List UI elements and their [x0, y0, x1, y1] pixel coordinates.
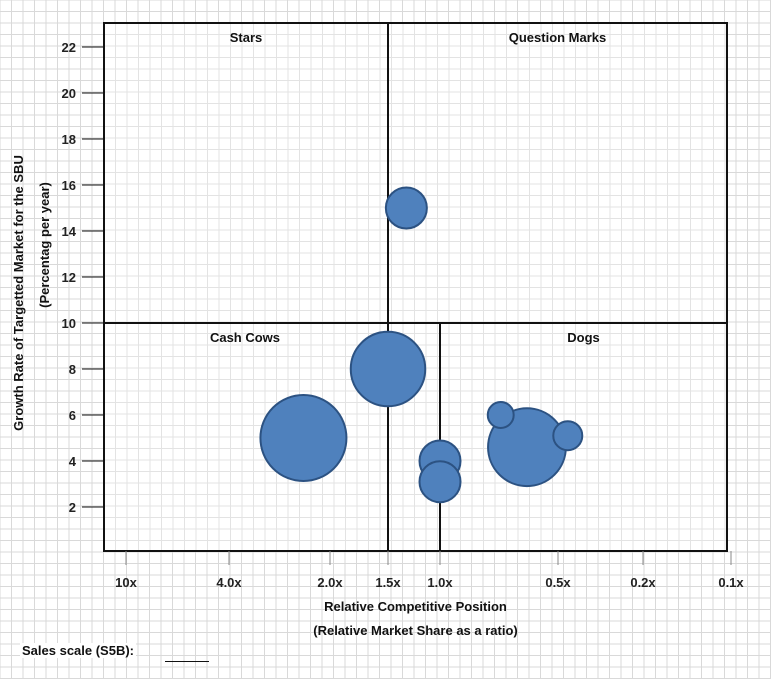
bubble	[349, 330, 427, 408]
bubble	[418, 460, 462, 504]
y-tick-label: 4	[69, 454, 77, 469]
quadrant-label-question-marks: Question Marks	[509, 30, 607, 45]
sales-scale-label: Sales scale (S5B):	[20, 643, 137, 658]
y-tick-label: 22	[62, 40, 76, 55]
y-axis-subtitle: (Percentag per year)	[37, 182, 52, 308]
y-tick-label: 2	[69, 500, 76, 515]
y-tick-label: 20	[62, 86, 76, 101]
x-tick-label: 0.2x	[630, 575, 656, 590]
y-tick-label: 12	[62, 270, 76, 285]
x-axis-subtitle: (Relative Market Share as a ratio)	[313, 623, 517, 638]
y-axis-title: Growth Rate of Targetted Market for the …	[11, 155, 26, 431]
y-axis-ticks: 2 4 6 8 10 12 14 16 18 20 22	[62, 40, 104, 515]
x-tick-label: 10x	[115, 575, 137, 590]
y-tick-label: 18	[62, 132, 76, 147]
y-tick-label: 14	[62, 224, 77, 239]
quadrant-label-stars: Stars	[230, 30, 263, 45]
chart-labels: Stars Question Marks Cash Cows Dogs Rela…	[11, 30, 606, 638]
x-axis-title: Relative Competitive Position	[324, 599, 507, 614]
x-tick-label: 0.5x	[545, 575, 571, 590]
y-tick-label: 6	[69, 408, 76, 423]
plot-frame	[103, 22, 728, 552]
quadrant-label-cash-cows: Cash Cows	[210, 330, 280, 345]
sales-scale-line	[165, 661, 209, 662]
quadrant-label-dogs: Dogs	[567, 330, 600, 345]
x-axis-ticks: 10x 4.0x 2.0x 1.5x 1.0x 0.5x 0.2x 0.1x	[115, 551, 744, 590]
x-tick-label: 0.1x	[718, 575, 744, 590]
bubble	[486, 401, 515, 429]
x-tick-label: 4.0x	[216, 575, 242, 590]
plot-gridlines	[103, 22, 727, 551]
x-tick-label: 1.5x	[375, 575, 401, 590]
y-tick-label: 10	[62, 316, 76, 331]
bubble	[384, 186, 428, 230]
plot-border	[103, 22, 728, 552]
bubbles	[259, 186, 584, 504]
y-tick-label: 8	[69, 362, 76, 377]
bubble	[259, 393, 348, 483]
x-tick-label: 1.0x	[427, 575, 453, 590]
y-tick-label: 16	[62, 178, 76, 193]
x-tick-label: 2.0x	[317, 575, 343, 590]
bubble	[552, 420, 584, 452]
